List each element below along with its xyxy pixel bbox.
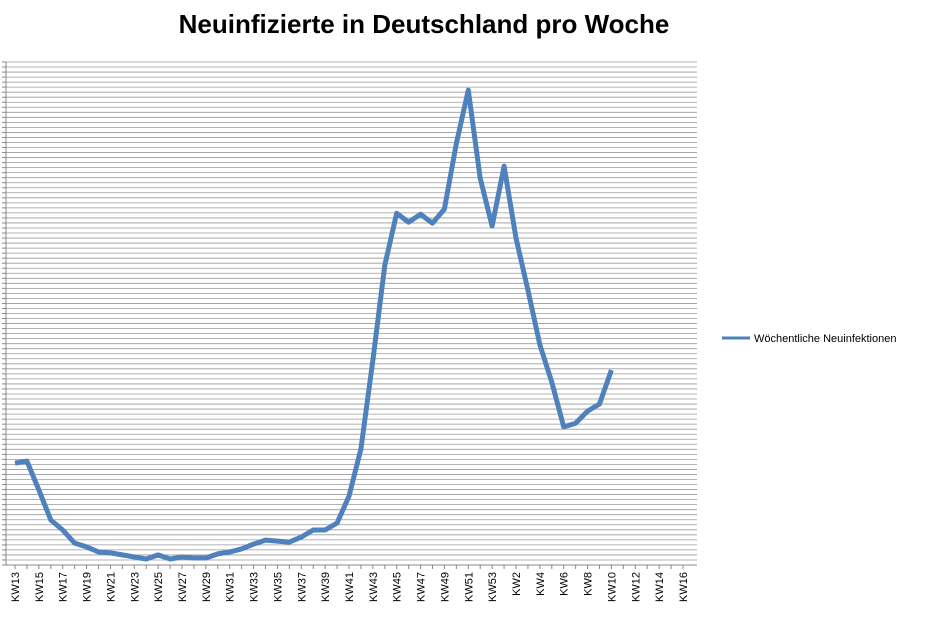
x-tick-label: KW23 [129, 572, 141, 602]
x-tick-label: KW21 [105, 572, 117, 602]
x-tick-label: KW14 [654, 572, 666, 602]
x-tick-label: KW53 [487, 572, 499, 602]
x-tick-label: KW35 [272, 572, 284, 602]
x-tick-label: KW45 [392, 572, 404, 602]
x-tick-label: KW6 [559, 572, 571, 596]
x-tick-label: KW47 [416, 572, 428, 602]
x-tick-label: KW12 [630, 572, 642, 602]
series-line [14, 87, 614, 562]
x-tick-label: KW8 [583, 572, 595, 596]
x-tick-label: KW41 [344, 572, 356, 602]
x-tick-label: KW39 [320, 572, 332, 602]
x-tick-label: KW27 [177, 572, 189, 602]
x-tick-label: KW17 [58, 572, 70, 602]
chart-title: Neuinfizierte in Deutschland pro Woche [179, 9, 670, 39]
x-tick-label: KW33 [249, 572, 261, 602]
x-tick-label: KW51 [463, 572, 475, 602]
x-tick-label: KW19 [82, 572, 94, 602]
x-tick-label: KW13 [10, 572, 22, 602]
x-tick-label: KW29 [201, 572, 213, 602]
x-tick-label: KW2 [511, 572, 523, 596]
x-tick-label: KW16 [678, 572, 690, 602]
x-tick-label: KW25 [153, 572, 165, 602]
x-tick-label: KW31 [225, 572, 237, 602]
x-tick-label: KW10 [606, 572, 618, 602]
x-tick-label: KW4 [535, 572, 547, 596]
x-tick-label: KW43 [368, 572, 380, 602]
legend-label: Wöchentliche Neuinfektionen [754, 333, 896, 345]
x-tick-label: KW37 [296, 572, 308, 602]
x-tick-label: KW15 [34, 572, 46, 602]
x-tick-label: KW49 [439, 572, 451, 602]
